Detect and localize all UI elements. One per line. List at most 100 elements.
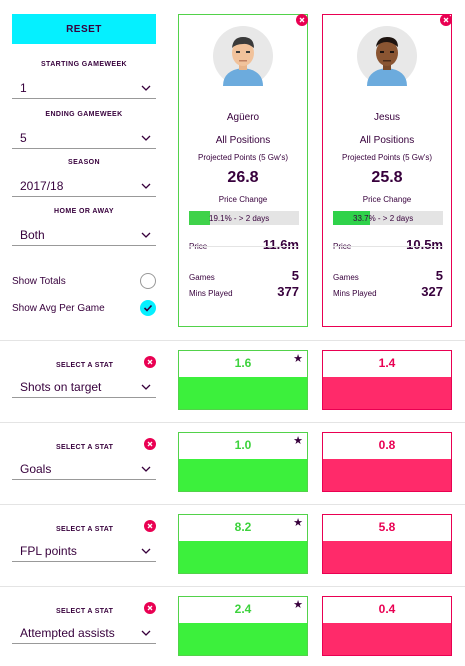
remove-player-button[interactable] [440,14,452,26]
stat-divider [0,504,465,505]
games-value: 5 [435,268,443,283]
season-label: SEASON [68,159,100,166]
show-avg-row: Show Avg Per Game [12,298,156,318]
show-totals-toggle[interactable] [140,273,156,289]
remove-stat-button[interactable] [144,356,156,368]
stat-fill [179,623,307,655]
season-select[interactable]: 2017/18 [12,175,156,197]
price-change-fill [333,211,371,225]
stat-select-value: Attempted assists [20,625,115,640]
check-icon [143,304,153,312]
price-row: Price 10.5m [333,237,443,252]
star-icon: ★ [293,435,303,447]
price-value: 10.5m [406,237,443,252]
stat-fill [179,377,307,409]
home-or-away-label: HOME OR AWAY [54,208,114,215]
stat-value: 8.2 [234,520,252,534]
ending-gameweek-value: 5 [20,130,27,145]
show-avg-label: Show Avg Per Game [12,302,105,314]
remove-stat-button[interactable] [144,602,156,614]
select-stat-label: SELECT A STAT [56,608,114,615]
stat-select-value: Shots on target [20,379,102,394]
price-change-text: 33.7% - > 2 days [353,213,414,223]
player-name: Agüero [226,112,260,123]
projected-points-value: 25.8 [371,169,403,186]
mins-row: Mins Played 377 [189,284,299,299]
chevron-down-icon [141,384,151,390]
reset-button[interactable]: RESET [12,14,156,44]
stat-bar-player-2: 5.8 [322,514,452,574]
player-name: Jesus [373,112,401,123]
player-positions: All Positions [359,135,415,146]
games-value: 5 [291,268,299,283]
projected-points-label: Projected Points (5 Gw's) [341,153,432,162]
mins-value: 327 [421,284,443,299]
close-icon [299,17,305,23]
price-change-fill [189,211,210,225]
stat-bar-player-1: 1.6 ★ [178,350,308,410]
mins-label: Mins Played [189,289,233,298]
show-totals-row: Show Totals [12,271,156,291]
stat-fill [323,459,451,491]
stat-value: 0.8 [378,438,396,452]
close-icon [443,17,449,23]
star-icon: ★ [293,353,303,365]
chevron-down-icon [141,232,151,238]
games-row: Games 5 [333,268,443,283]
stat-value: 1.6 [234,356,252,370]
ending-gameweek-select[interactable]: 5 [12,127,156,149]
price-change-bar: 33.7% - > 2 days [333,211,443,225]
chevron-down-icon [141,183,151,189]
stat-fill [323,623,451,655]
stat-select[interactable]: Attempted assists [12,622,156,644]
stat-bar-player-2: 0.8 [322,432,452,492]
stat-bar-player-1: 1.0 ★ [178,432,308,492]
mins-label: Mins Played [333,289,377,298]
stat-fill [179,541,307,573]
starting-gameweek-label: STARTING GAMEWEEK [40,61,127,68]
home-or-away-value: Both [20,227,45,242]
stat-fill [179,459,307,491]
remove-stat-button[interactable] [144,520,156,532]
stat-bar-player-1: 8.2 ★ [178,514,308,574]
chevron-down-icon [141,135,151,141]
show-avg-toggle[interactable] [140,300,156,316]
stat-select[interactable]: FPL points [12,540,156,562]
stat-fill [323,541,451,573]
chevron-down-icon [141,630,151,636]
projected-points-label: Projected Points (5 Gw's) [197,153,288,162]
stat-select-value: FPL points [20,543,77,558]
player-card-1: Agüero All Positions Projected Points (5… [178,14,308,327]
price-change-label: Price Change [218,195,268,204]
stat-select[interactable]: Goals [12,458,156,480]
stat-fill [323,377,451,409]
player-card-2: Jesus All Positions Projected Points (5 … [322,14,452,327]
star-icon: ★ [293,517,303,529]
remove-stat-button[interactable] [144,438,156,450]
select-stat-label: SELECT A STAT [56,526,114,533]
stat-select[interactable]: Shots on target [12,376,156,398]
stat-divider [0,586,465,587]
starting-gameweek-value: 1 [20,80,27,95]
close-icon [147,523,153,529]
select-stat-label: SELECT A STAT [56,444,114,451]
chevron-down-icon [141,85,151,91]
stat-bar-player-1: 2.4 ★ [178,596,308,656]
remove-player-button[interactable] [296,14,308,26]
projected-points-value: 26.8 [227,169,259,186]
chevron-down-icon [141,466,151,472]
stat-select-value: Goals [20,461,52,476]
starting-gameweek-select[interactable]: 1 [12,77,156,99]
stat-divider [0,340,465,341]
home-or-away-select[interactable]: Both [12,224,156,246]
close-icon [147,441,153,447]
star-icon: ★ [293,599,303,611]
stat-value: 0.4 [378,602,396,616]
price-change-text: 19.1% - > 2 days [209,213,270,223]
card-divider [333,246,443,247]
stat-divider [0,422,465,423]
show-totals-label: Show Totals [12,275,66,287]
chevron-down-icon [141,548,151,554]
season-value: 2017/18 [20,178,64,193]
price-value: 11.6m [262,237,299,252]
